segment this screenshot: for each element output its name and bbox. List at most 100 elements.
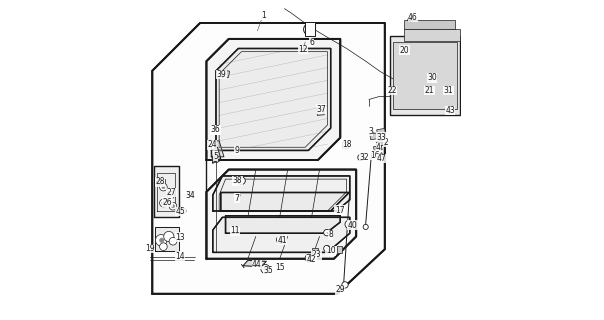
Polygon shape xyxy=(207,39,340,160)
Text: 15: 15 xyxy=(275,263,285,272)
Text: 18: 18 xyxy=(342,140,352,149)
Circle shape xyxy=(263,267,268,271)
Circle shape xyxy=(324,245,330,252)
Text: 5: 5 xyxy=(213,152,218,161)
Circle shape xyxy=(164,231,174,242)
Circle shape xyxy=(159,183,167,191)
Text: 23: 23 xyxy=(312,251,321,260)
Circle shape xyxy=(277,236,284,244)
Polygon shape xyxy=(216,49,330,150)
Text: 17: 17 xyxy=(335,206,344,215)
Text: 19: 19 xyxy=(145,244,155,253)
Text: 21: 21 xyxy=(425,86,434,95)
Polygon shape xyxy=(376,153,382,158)
Circle shape xyxy=(324,229,330,236)
Circle shape xyxy=(345,220,353,228)
Polygon shape xyxy=(152,23,385,294)
Text: 46: 46 xyxy=(408,13,418,22)
Text: 39: 39 xyxy=(217,70,226,79)
Text: 10: 10 xyxy=(326,246,335,255)
Circle shape xyxy=(278,238,282,241)
Text: 42: 42 xyxy=(307,255,316,264)
Circle shape xyxy=(159,238,164,243)
Text: 44: 44 xyxy=(252,260,262,269)
Text: 4: 4 xyxy=(376,143,381,152)
Polygon shape xyxy=(312,248,318,257)
Circle shape xyxy=(261,265,270,273)
Polygon shape xyxy=(211,147,220,163)
Polygon shape xyxy=(213,176,350,211)
Polygon shape xyxy=(342,142,348,148)
Circle shape xyxy=(169,237,177,245)
Text: 12: 12 xyxy=(298,45,307,54)
Polygon shape xyxy=(225,216,340,233)
Bar xyxy=(390,36,460,116)
Text: 41: 41 xyxy=(277,236,287,245)
Circle shape xyxy=(237,177,245,185)
Polygon shape xyxy=(207,170,356,259)
Polygon shape xyxy=(155,227,179,251)
Polygon shape xyxy=(373,145,382,151)
Text: 28: 28 xyxy=(155,177,165,186)
Text: 6: 6 xyxy=(309,38,314,47)
Polygon shape xyxy=(377,128,385,134)
Polygon shape xyxy=(211,141,224,157)
Polygon shape xyxy=(243,260,266,267)
Text: 26: 26 xyxy=(162,197,172,206)
Polygon shape xyxy=(187,191,193,196)
Polygon shape xyxy=(213,217,350,252)
Circle shape xyxy=(169,202,177,210)
Text: 32: 32 xyxy=(359,153,369,162)
Text: 30: 30 xyxy=(427,73,437,82)
Text: 40: 40 xyxy=(347,221,357,230)
Text: 36: 36 xyxy=(210,125,220,134)
Bar xyxy=(404,20,455,29)
Text: 9: 9 xyxy=(234,146,239,155)
Circle shape xyxy=(342,282,348,288)
Text: 25: 25 xyxy=(211,125,220,134)
Text: 22: 22 xyxy=(387,86,397,95)
Circle shape xyxy=(159,243,167,251)
Circle shape xyxy=(155,235,167,246)
Circle shape xyxy=(408,18,411,22)
Polygon shape xyxy=(158,180,165,184)
Circle shape xyxy=(347,223,351,226)
Text: 43: 43 xyxy=(445,106,455,115)
Circle shape xyxy=(305,254,313,262)
Circle shape xyxy=(159,199,167,207)
Text: 11: 11 xyxy=(230,226,240,235)
Polygon shape xyxy=(220,193,350,211)
Polygon shape xyxy=(370,132,381,140)
Bar xyxy=(393,42,457,109)
Text: 24: 24 xyxy=(207,140,217,149)
Circle shape xyxy=(169,194,172,197)
Polygon shape xyxy=(316,108,324,116)
Polygon shape xyxy=(337,246,342,253)
Polygon shape xyxy=(154,166,179,217)
Text: 33: 33 xyxy=(376,132,386,141)
Circle shape xyxy=(181,208,186,213)
Text: 3: 3 xyxy=(368,127,373,136)
Text: 34: 34 xyxy=(185,191,194,200)
Text: 37: 37 xyxy=(316,105,326,114)
Text: 14: 14 xyxy=(176,252,185,261)
Circle shape xyxy=(162,186,165,189)
Text: 27: 27 xyxy=(167,188,176,197)
Circle shape xyxy=(172,204,175,208)
Circle shape xyxy=(307,257,310,260)
Text: 1: 1 xyxy=(261,11,266,20)
Text: 2: 2 xyxy=(383,138,388,147)
Circle shape xyxy=(162,201,165,204)
Text: 16: 16 xyxy=(370,151,379,160)
Text: 8: 8 xyxy=(329,230,333,239)
Polygon shape xyxy=(304,22,315,36)
Text: 7: 7 xyxy=(234,194,239,203)
Bar xyxy=(404,29,460,41)
Text: 45: 45 xyxy=(175,207,185,216)
Circle shape xyxy=(167,191,175,199)
Polygon shape xyxy=(333,205,341,210)
Polygon shape xyxy=(376,140,386,146)
Text: 38: 38 xyxy=(233,176,242,185)
Circle shape xyxy=(358,154,364,161)
Polygon shape xyxy=(224,70,230,77)
